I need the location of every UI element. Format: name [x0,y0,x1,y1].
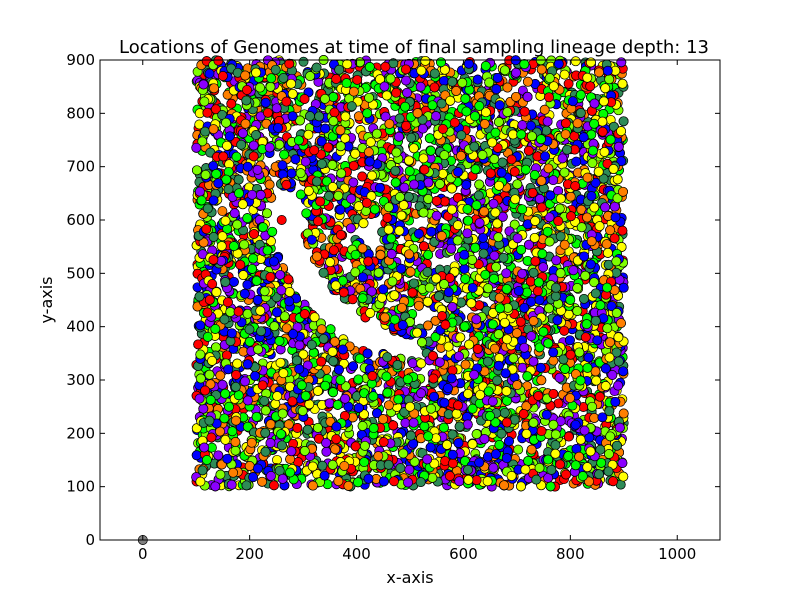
genome-point [439,75,449,86]
genome-point [571,156,582,167]
genome-point [215,370,226,381]
genome-point [563,431,574,442]
genome-point [517,362,528,373]
genome-point [407,358,418,369]
genome-point [570,56,581,67]
genome-point [269,480,279,491]
genome-point [513,444,524,455]
genome-point [353,111,364,122]
chart-title: Locations of Genomes at time of final sa… [119,37,709,58]
genome-point [272,454,282,465]
points-layer [137,55,629,545]
genome-point [295,189,306,200]
genome-point [217,206,228,217]
genome-point [298,56,309,67]
genome-point [589,277,600,288]
genome-point [563,78,574,89]
